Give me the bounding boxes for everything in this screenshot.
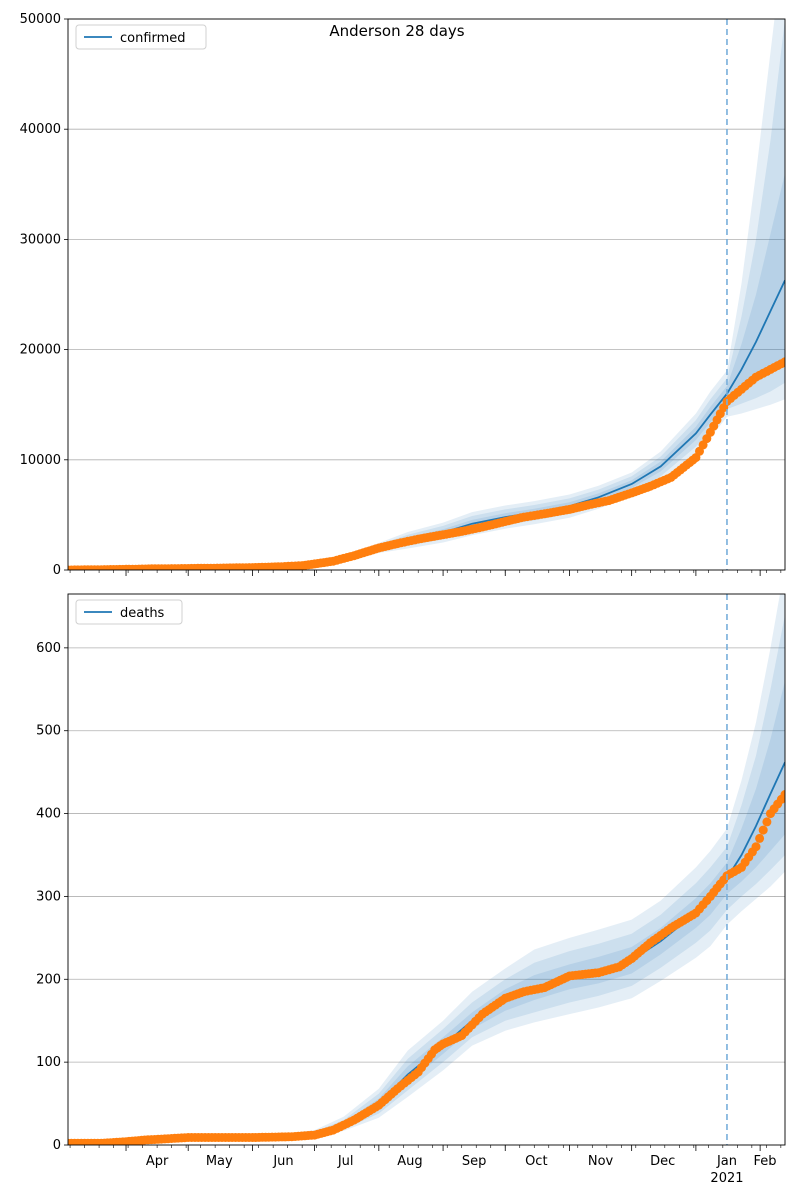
y-tick-label: 20000	[20, 343, 61, 358]
plot-area	[68, 19, 785, 570]
legend-label: deaths	[120, 606, 165, 621]
x-tick-label: Nov	[588, 1154, 614, 1169]
observed-point	[780, 357, 785, 367]
figure-title: Anderson 28 days	[329, 22, 465, 40]
observed-point	[751, 842, 761, 852]
y-tick-label: 400	[36, 807, 61, 822]
y-tick-label: 100	[36, 1055, 61, 1070]
observed-point	[780, 790, 785, 800]
x-tick-label: Dec	[650, 1154, 675, 1169]
legend-box	[75, 24, 207, 50]
axes-frame	[67, 593, 786, 1146]
legend-label: confirmed	[120, 31, 186, 46]
x-tick-label: Apr	[146, 1154, 169, 1169]
y-tick-label: 200	[36, 972, 61, 987]
y-tick-label: 0	[53, 563, 61, 578]
x-tick-label: Aug	[397, 1154, 422, 1169]
deaths-axes: 0 100 200 300 400 500 600 Apr May Jun Jul Aug Sep Oct…	[36, 593, 786, 1186]
legend: confirmed	[75, 24, 207, 50]
uncertainty-band	[68, 19, 785, 570]
plot-area	[68, 594, 785, 1145]
y-tick-label: 0	[53, 1138, 61, 1153]
x-tick-label: Sep	[462, 1154, 487, 1169]
axes-frame	[67, 18, 786, 571]
x-tick-label: Jan	[716, 1154, 737, 1169]
y-tick-label: 50000	[20, 12, 61, 27]
x-year-label: 2021	[710, 1171, 743, 1186]
legend: deaths	[75, 599, 183, 625]
model-line	[68, 279, 785, 570]
observed-point	[762, 817, 772, 827]
observed-point	[758, 825, 768, 835]
y-tick-label: 600	[36, 641, 61, 656]
x-tick-label: Jul	[337, 1154, 354, 1169]
x-tick-label: Jun	[272, 1154, 293, 1169]
x-tick-label: Feb	[753, 1154, 776, 1169]
y-tick-label: 300	[36, 889, 61, 904]
x-tick-label: May	[206, 1154, 233, 1169]
x-tick-label: Oct	[525, 1154, 547, 1169]
observed-point	[755, 833, 765, 843]
y-tick-label: 30000	[20, 232, 61, 247]
y-tick-label: 10000	[20, 453, 61, 468]
confirmed-axes: 0 10000 20000 30000 40000 50000 confirmed	[20, 12, 786, 578]
y-tick-label: 40000	[20, 122, 61, 137]
uncertainty-band	[68, 19, 785, 570]
legend-box	[75, 599, 183, 625]
y-tick-label: 500	[36, 724, 61, 739]
uncertainty-band	[68, 173, 785, 570]
